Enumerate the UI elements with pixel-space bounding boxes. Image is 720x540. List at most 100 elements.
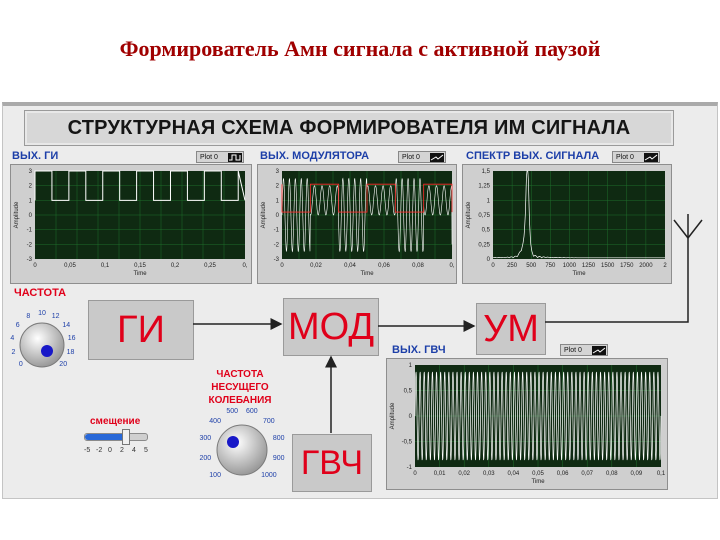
knob-freq[interactable] <box>17 320 67 370</box>
knob-scale-label: 600 <box>245 408 258 416</box>
x-tick-label: 0 <box>413 471 417 477</box>
knob-scale-label: 20 <box>59 361 68 369</box>
plot-legend-label: Plot 0 <box>616 154 634 161</box>
y-tick-label: -1 <box>407 465 413 471</box>
x-tick-label: 0 <box>280 263 284 269</box>
y-tick-label: 1,25 <box>478 184 490 190</box>
knob-scale-label: 300 <box>199 435 212 443</box>
plot-legend-label: Plot 0 <box>564 347 582 354</box>
block-gi: ГИ <box>88 300 194 360</box>
x-tick-label: 0,07 <box>581 471 593 477</box>
series-line <box>34 170 246 201</box>
y-tick-label: -2 <box>27 242 33 248</box>
y-tick-label: 1 <box>29 198 33 204</box>
slide-title: Формирователь Амн сигнала с активной пау… <box>119 36 601 61</box>
x-tick-label: 0 <box>33 263 37 269</box>
knob-carrier-label-line: ЧАСТОТА <box>216 369 264 380</box>
knob-scale-label: 14 <box>62 322 71 330</box>
envelope-line <box>281 183 453 213</box>
y-tick-label: 2 <box>276 184 280 190</box>
graph-gvch-label: ВЫХ. ГВЧ <box>392 344 446 356</box>
slider-thumb[interactable] <box>122 429 130 445</box>
line-icon <box>644 153 658 162</box>
y-axis-label: Amplitude <box>14 201 20 228</box>
graph-gvch: 1 0,5 0 -0,5 -1 0 0,01 0,02 0,03 0,04 0,05 0,06 0,07… <box>386 358 668 490</box>
x-tick-label: 2 <box>663 263 667 269</box>
y-tick-label: 0 <box>276 213 280 219</box>
series-line <box>414 371 662 461</box>
y-tick-label: -0,5 <box>402 440 413 446</box>
knob-freq-indicator <box>41 345 53 357</box>
slider-scale-label: -2 <box>96 447 103 454</box>
graph-gvch-plot-legend[interactable]: Plot 0 <box>560 344 608 356</box>
graph-gi: 3 2 1 0 -1 -2 -3 0 0,05 0,1 0,15 0,2 0,25 0, Time Ampli… <box>10 164 252 284</box>
panel-banner: СТРУКТУРНАЯ СХЕМА ФОРМИРОВАТЕЛЯ ИМ СИГНА… <box>24 110 674 146</box>
square-wave-icon <box>228 153 242 162</box>
x-tick-label: 1500 <box>601 263 615 269</box>
knob-scale-label: 400 <box>209 418 221 426</box>
graph-gvch-svg: 10,50-0,5-10 0,01 0,02 0,03 0,04 0,05 0,06 0,07… <box>390 363 666 485</box>
graph-spec-label: СПЕКТР ВЫХ. СИГНАЛА <box>466 150 600 162</box>
knob-scale-label: 200 <box>199 454 212 462</box>
x-tick-label: 0,25 <box>204 263 216 269</box>
y-tick-label: 3 <box>29 169 33 175</box>
knob-carrier-label: ЧАСТОТА НЕСУЩЕГО КОЛЕБАНИЯ <box>208 368 272 407</box>
y-tick-label: -3 <box>27 257 33 263</box>
graph-mod-plot-legend[interactable]: Plot 0 <box>398 151 446 163</box>
x-tick-label: 0,09 <box>631 471 643 477</box>
knob-carrier[interactable] <box>214 422 270 478</box>
slider-scale-label: -5 <box>84 447 91 454</box>
line-icon <box>592 346 606 355</box>
x-tick-label: 0,02 <box>310 263 322 269</box>
x-tick-label: 0,03 <box>483 471 495 477</box>
y-tick-label: -1 <box>27 228 33 234</box>
x-tick-label: 0,08 <box>412 263 424 269</box>
x-tick-label: 0,2 <box>171 263 180 269</box>
x-tick-label: 0,04 <box>344 263 356 269</box>
x-axis-label: Time <box>531 479 545 485</box>
x-tick-label: 1750 <box>620 263 634 269</box>
slider-label: смещение <box>90 416 141 427</box>
y-tick-label: 1 <box>487 198 491 204</box>
knob-scale-label: 10 <box>38 310 46 317</box>
x-tick-label: 0,08 <box>606 471 618 477</box>
knob-scale-label: 12 <box>51 313 60 321</box>
x-tick-label: 0,01 <box>434 471 446 477</box>
y-axis-label: Amplitude <box>466 201 472 228</box>
graph-spec-svg: 1,5 1,25 1 0,75 0,5 0,25 00 250 500 750 1000 1250 15… <box>466 169 667 277</box>
graph-mod-label: ВЫХ. МОДУЛЯТОРА <box>260 150 370 162</box>
slider-scale-label: 2 <box>120 447 124 454</box>
x-tick-label: 750 <box>545 263 556 269</box>
y-axis-label: Amplitude <box>390 402 396 429</box>
slider-fill <box>85 434 125 440</box>
x-axis-label: Time <box>360 271 374 277</box>
graph-gi-plot-legend[interactable]: Plot 0 <box>196 151 244 163</box>
x-tick-label: 2000 <box>639 263 653 269</box>
slider-track[interactable] <box>84 433 148 441</box>
x-tick-label: 1000 <box>563 263 577 269</box>
x-tick-label: 0,02 <box>458 471 470 477</box>
knob-scale-label: 700 <box>263 418 275 426</box>
y-tick-label: 0 <box>487 257 491 263</box>
y-tick-label: 1 <box>409 363 413 369</box>
knob-scale-label: 0 <box>18 361 23 369</box>
y-tick-label: 0 <box>409 414 413 420</box>
block-um: УМ <box>476 303 546 355</box>
x-tick-label: 0,05 <box>64 263 76 269</box>
knob-carrier-label-line: КОЛЕБАНИЯ <box>208 395 272 406</box>
knob-scale-label: 4 <box>10 335 15 343</box>
y-tick-label: 3 <box>276 169 280 175</box>
y-tick-label: -2 <box>274 242 280 248</box>
plot-legend-label: Plot 0 <box>402 154 420 161</box>
x-tick-label: 0,06 <box>378 263 390 269</box>
y-tick-label: 0 <box>29 213 33 219</box>
knob-scale-label: 6 <box>15 322 20 330</box>
y-tick-label: 1 <box>276 198 280 204</box>
knob-carrier-label-line: НЕСУЩЕГО <box>211 382 269 393</box>
slider-scale-label: 4 <box>132 447 136 454</box>
x-tick-label: 0,1 <box>657 471 666 477</box>
graph-spec-plot-legend[interactable]: Plot 0 <box>612 151 660 163</box>
knob-scale-label: 100 <box>209 471 221 479</box>
